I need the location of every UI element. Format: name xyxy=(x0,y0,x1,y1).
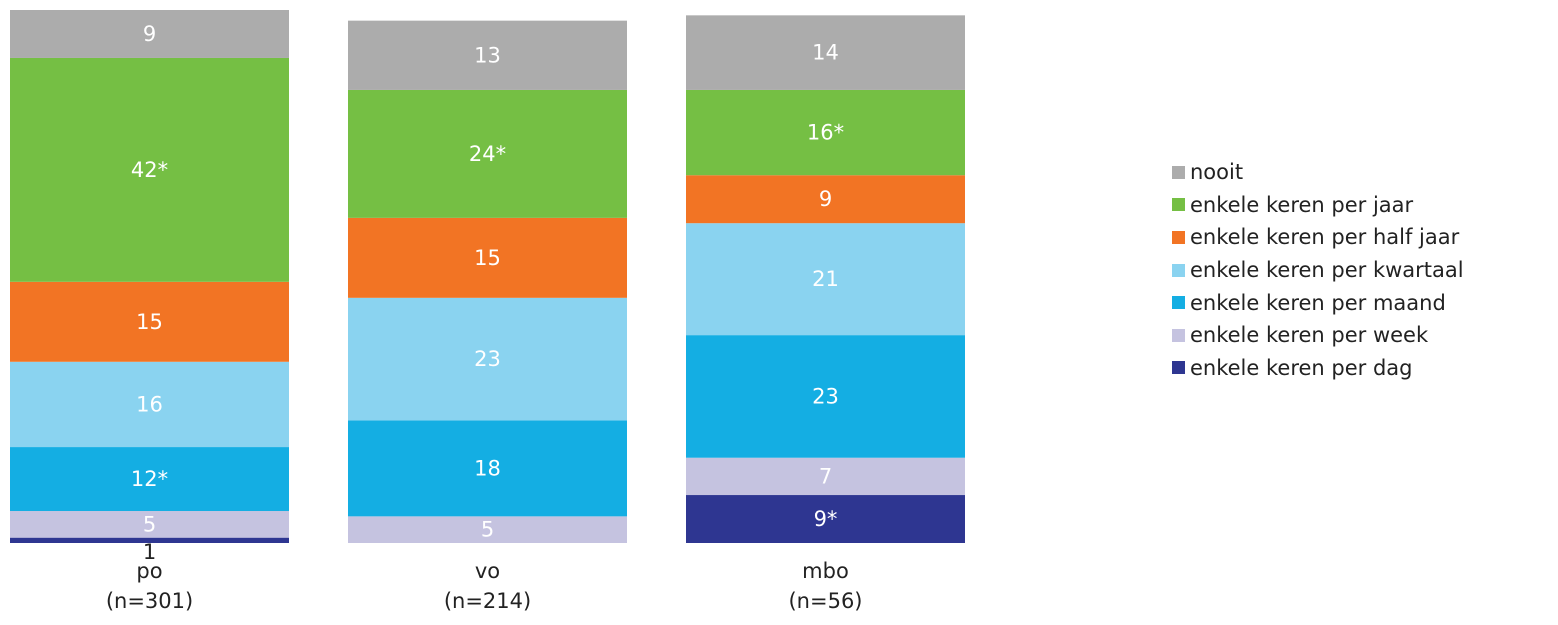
legend-swatch-enkele-keren-per-dag xyxy=(1172,361,1185,375)
bar-segment-mbo-enkele-keren-per-kwartaal xyxy=(686,223,965,336)
legend-label-nooit: nooit xyxy=(1190,160,1244,185)
legend-item-enkele-keren-per-kwartaal: enkele keren per kwartaal xyxy=(1172,254,1552,287)
legend-swatch-nooit xyxy=(1172,165,1185,179)
bar-segment-mbo-enkele-keren-per-week xyxy=(686,457,965,496)
bar-segment-po-enkele-keren-per-jaar xyxy=(10,57,289,282)
data-label-vo-nooit: 13 xyxy=(474,43,501,67)
data-label-po-enkele-keren-per-dag: 1 xyxy=(143,540,156,564)
category-label-mbo: mbo xyxy=(802,559,849,583)
data-label-po-nooit: 9 xyxy=(143,22,156,46)
legend-swatch-enkele-keren-per-kwartaal xyxy=(1172,263,1185,277)
bar-segment-mbo-enkele-keren-per-maand xyxy=(686,335,965,458)
legend-swatch-enkele-keren-per-week xyxy=(1172,328,1185,342)
data-label-po-enkele-keren-per-kwartaal: 16 xyxy=(136,392,163,416)
bar-segment-po-enkele-keren-per-week xyxy=(10,511,289,538)
bar-segment-po-nooit xyxy=(10,10,289,58)
data-label-mbo-enkele-keren-per-maand: 23 xyxy=(812,384,839,408)
data-label-vo-enkele-keren-per-maand: 18 xyxy=(474,456,501,480)
legend-item-enkele-keren-per-dag: enkele keren per dag xyxy=(1172,352,1552,385)
legend-item-enkele-keren-per-half-jaar: enkele keren per half jaar xyxy=(1172,221,1552,254)
data-label-vo-enkele-keren-per-kwartaal: 23 xyxy=(474,347,501,371)
bar-segment-mbo-enkele-keren-per-dag xyxy=(686,495,965,543)
legend-label-enkele-keren-per-kwartaal: enkele keren per kwartaal xyxy=(1190,258,1464,283)
category-sublabel-vo: (n=214) xyxy=(444,589,531,613)
data-label-vo-enkele-keren-per-week: 5 xyxy=(481,518,494,542)
bar-segment-vo-enkele-keren-per-half-jaar xyxy=(348,217,627,298)
data-label-mbo-enkele-keren-per-half-jaar: 9 xyxy=(819,187,832,211)
legend-label-enkele-keren-per-week: enkele keren per week xyxy=(1190,323,1429,348)
data-label-po-enkele-keren-per-jaar: 42* xyxy=(131,158,168,182)
bar-segment-po-enkele-keren-per-half-jaar xyxy=(10,281,289,362)
bar-segment-po-enkele-keren-per-kwartaal xyxy=(10,361,289,448)
bar-segment-mbo-enkele-keren-per-jaar xyxy=(686,89,965,176)
legend-item-enkele-keren-per-jaar: enkele keren per jaar xyxy=(1172,189,1552,222)
category-sublabel-mbo: (n=56) xyxy=(788,589,862,613)
legend-label-enkele-keren-per-maand: enkele keren per maand xyxy=(1190,290,1446,315)
bar-segment-po-enkele-keren-per-dag xyxy=(10,537,289,543)
data-label-mbo-enkele-keren-per-kwartaal: 21 xyxy=(812,267,839,291)
chart-legend: nooit enkele keren per jaar enkele keren p… xyxy=(1172,156,1552,384)
legend-label-enkele-keren-per-dag: enkele keren per dag xyxy=(1190,355,1413,380)
data-label-po-enkele-keren-per-week: 5 xyxy=(143,512,156,536)
legend-item-enkele-keren-per-week: enkele keren per week xyxy=(1172,319,1552,352)
bar-segment-vo-enkele-keren-per-week xyxy=(348,516,627,543)
bar-segment-mbo-nooit xyxy=(686,15,965,90)
legend-item-enkele-keren-per-maand: enkele keren per maand xyxy=(1172,286,1552,319)
data-label-po-enkele-keren-per-maand: 12* xyxy=(131,467,168,491)
legend-label-enkele-keren-per-half-jaar: enkele keren per half jaar xyxy=(1190,225,1460,250)
legend-swatch-enkele-keren-per-half-jaar xyxy=(1172,230,1185,244)
data-label-mbo-enkele-keren-per-jaar: 16* xyxy=(807,121,844,145)
data-label-mbo-enkele-keren-per-dag: 9* xyxy=(814,507,838,531)
legend-label-enkele-keren-per-jaar: enkele keren per jaar xyxy=(1190,192,1414,217)
category-sublabel-po: (n=301) xyxy=(106,589,193,613)
data-label-mbo-nooit: 14 xyxy=(812,41,839,65)
bar-segment-vo-enkele-keren-per-kwartaal xyxy=(348,297,627,421)
data-label-vo-enkele-keren-per-jaar: 24* xyxy=(469,142,506,166)
category-label-po: po xyxy=(136,559,162,583)
data-label-vo-enkele-keren-per-half-jaar: 15 xyxy=(474,246,501,270)
bar-segment-vo-enkele-keren-per-maand xyxy=(348,420,627,517)
category-label-vo: vo xyxy=(475,559,500,583)
bar-segment-vo-enkele-keren-per-jaar xyxy=(348,89,627,218)
legend-swatch-enkele-keren-per-maand xyxy=(1172,296,1185,310)
legend-swatch-enkele-keren-per-jaar xyxy=(1172,198,1185,212)
data-label-po-enkele-keren-per-half-jaar: 15 xyxy=(136,310,163,334)
data-label-mbo-enkele-keren-per-week: 7 xyxy=(819,464,832,488)
bar-segment-po-enkele-keren-per-maand xyxy=(10,447,289,512)
legend-item-nooit: nooit xyxy=(1172,156,1552,189)
bar-segment-mbo-enkele-keren-per-half-jaar xyxy=(686,175,965,224)
bar-segment-vo-nooit xyxy=(348,20,627,90)
